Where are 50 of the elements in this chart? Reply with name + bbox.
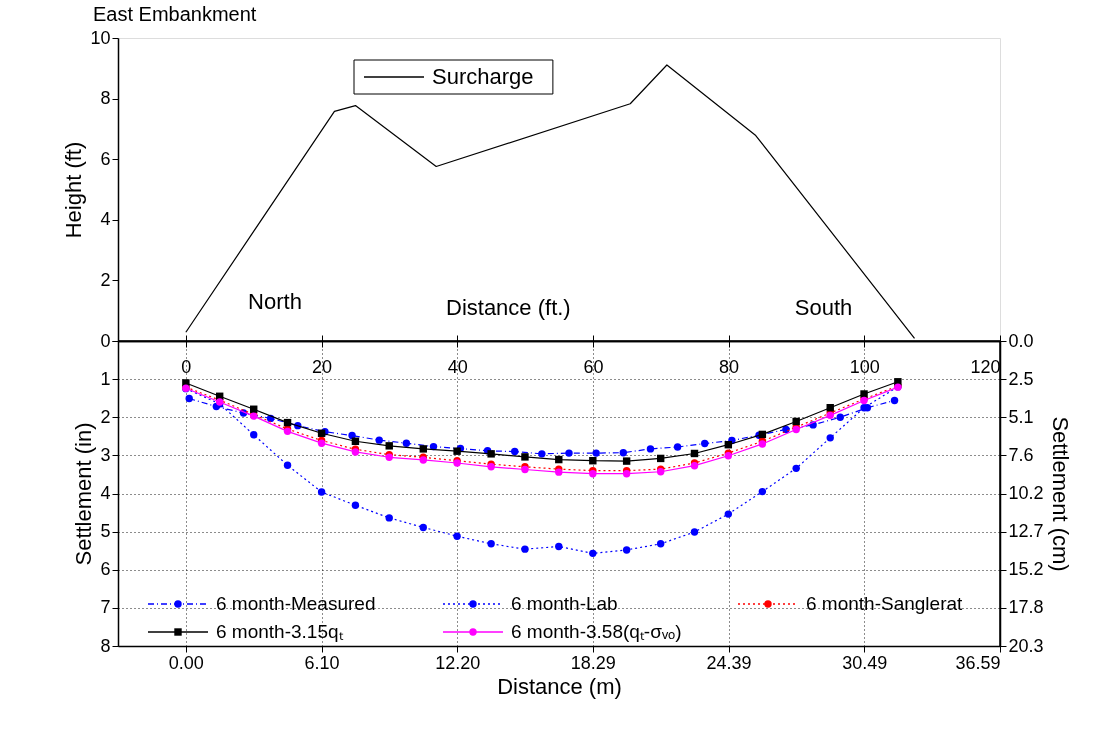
y2-tick-label: 15.2 — [1008, 559, 1044, 580]
annotation: North — [248, 288, 302, 314]
x-axis-title: Distance (m) — [497, 673, 622, 699]
x-tick-label: 18.29 — [570, 652, 616, 673]
y-tick-label: 7 — [100, 597, 111, 618]
y-tick-label: 8 — [100, 635, 111, 656]
legend-label: 6 month-3.15qₜ — [216, 621, 344, 642]
legend-label: 6 month-Lab — [511, 593, 618, 614]
y2-tick-label: 2.5 — [1008, 368, 1034, 389]
y2-tick-label: 7.6 — [1008, 444, 1034, 465]
y-tick-label: 4 — [100, 483, 111, 503]
x2-tick-label: 20 — [312, 356, 333, 377]
y2-tick-label: 17.8 — [1008, 597, 1044, 618]
y-axis-title: Height (ft) — [61, 141, 87, 239]
x2-axis-title: Distance (ft.) — [445, 294, 571, 320]
y-tick-label: 5 — [100, 521, 111, 542]
legend-label: 6 month-Sanglerat — [806, 593, 964, 614]
x-tick-label: 0.00 — [168, 652, 204, 673]
y2-tick-label: 12.7 — [1008, 521, 1044, 542]
y-tick-label: 0 — [100, 330, 111, 351]
legend-label: 6 month-Measured — [216, 593, 376, 614]
y-tick-label: 6 — [100, 148, 111, 169]
legend-label: Surcharge — [432, 64, 534, 89]
x2-tick-label: 80 — [719, 356, 740, 377]
y-tick-label: 8 — [100, 88, 111, 109]
y-tick-label: 6 — [100, 559, 111, 580]
x-tick-label: 12.20 — [435, 652, 481, 673]
x2-tick-label: 60 — [583, 356, 604, 377]
x2-tick-label: 0 — [181, 356, 192, 377]
legend-label: 6 month-3.58(qₜ-σᵥₒ) — [511, 621, 682, 642]
y-tick-label: 2 — [100, 406, 111, 427]
y-tick-label: 1 — [100, 368, 111, 389]
x-tick-label: 36.59 — [955, 652, 1001, 673]
y-tick-label: 2 — [100, 269, 111, 290]
y2-tick-label: 20.3 — [1008, 635, 1044, 656]
y-tick-label: 3 — [100, 444, 111, 465]
x2-tick-label: 100 — [849, 356, 880, 377]
y2-tick-label: 10.2 — [1008, 483, 1044, 503]
y2-axis-title: Settlement (cm) — [1047, 416, 1073, 572]
y-axis-title: Settlement (in) — [71, 422, 97, 566]
y2-tick-label: 0.0 — [1008, 330, 1034, 351]
y-tick-label: 10 — [90, 27, 111, 48]
y-tick-label: 4 — [100, 209, 111, 230]
x-tick-label: 6.10 — [304, 652, 340, 673]
x-tick-label: 24.39 — [706, 652, 752, 673]
chart-title: East Embankment — [92, 3, 257, 25]
x-tick-label: 30.49 — [842, 652, 888, 673]
y2-tick-label: 5.1 — [1008, 406, 1034, 427]
x2-tick-label: 40 — [447, 356, 468, 377]
annotation: South — [794, 294, 853, 320]
